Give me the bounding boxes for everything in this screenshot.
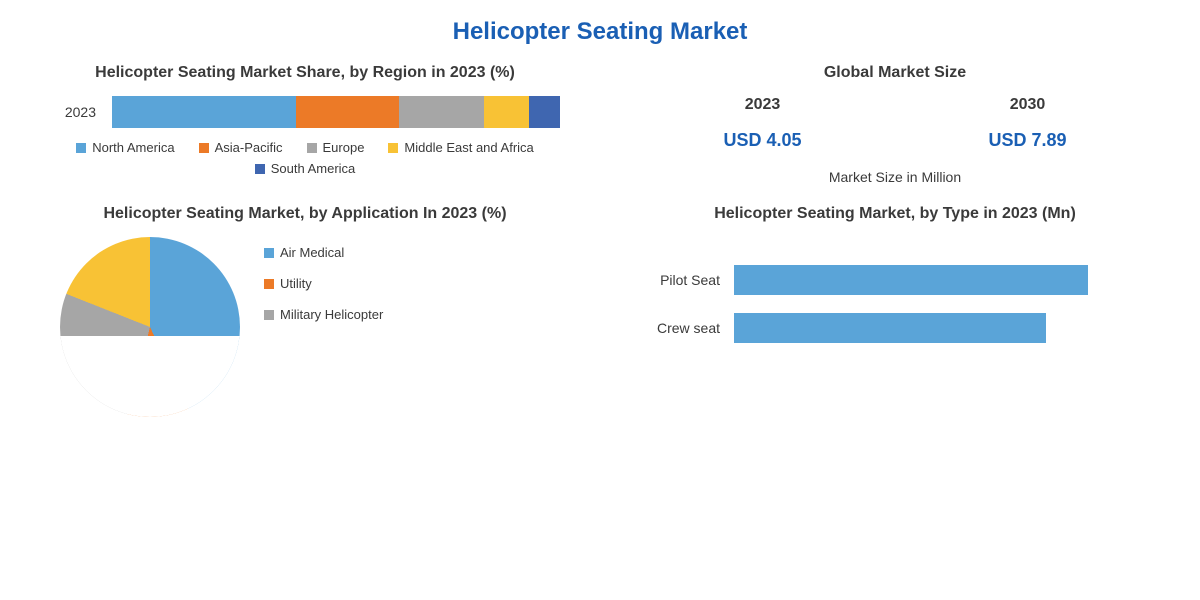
dashboard-grid: Helicopter Seating Market Share, by Regi… — [40, 64, 1160, 417]
legend-label: Europe — [323, 140, 365, 155]
legend-item: South America — [255, 161, 356, 176]
legend-swatch — [199, 143, 209, 153]
application-pie — [60, 237, 240, 417]
type-bar-label: Pilot Seat — [640, 272, 720, 288]
legend-swatch — [307, 143, 317, 153]
region-stacked-row: 2023 — [50, 96, 560, 128]
application-legend: Air Medical Utility Military Helicopter — [264, 245, 383, 322]
market-size-value1: USD 4.05 — [723, 130, 801, 151]
type-bar-fill — [734, 313, 1046, 343]
legend-item: Air Medical — [264, 245, 383, 260]
region-segment — [296, 96, 399, 128]
legend-item: North America — [76, 140, 174, 155]
legend-label: South America — [271, 161, 356, 176]
legend-item: Military Helicopter — [264, 307, 383, 322]
type-bars: Pilot Seat Crew seat — [630, 237, 1160, 343]
market-size-panel: Global Market Size 2023 2030 USD 4.05 US… — [630, 64, 1160, 185]
type-bar-row: Pilot Seat — [640, 265, 1150, 295]
region-year-label: 2023 — [50, 104, 96, 120]
legend-label: Military Helicopter — [280, 307, 383, 322]
legend-item: Utility — [264, 276, 383, 291]
application-chart-panel: Helicopter Seating Market, by Applicatio… — [40, 205, 570, 417]
legend-item: Asia-Pacific — [199, 140, 283, 155]
legend-swatch — [264, 279, 274, 289]
region-chart-panel: Helicopter Seating Market Share, by Regi… — [40, 64, 570, 185]
region-segment — [484, 96, 529, 128]
region-segment — [112, 96, 296, 128]
legend-label: Asia-Pacific — [215, 140, 283, 155]
legend-swatch — [388, 143, 398, 153]
region-legend: North America Asia-Pacific Europe Middle Ea… — [50, 140, 560, 176]
type-bar-fill — [734, 265, 1088, 295]
region-segment — [529, 96, 560, 128]
type-bar-label: Crew seat — [640, 320, 720, 336]
page-title: Helicopter Seating Market — [40, 18, 1160, 46]
market-size-year2: 2030 — [1010, 96, 1046, 114]
legend-swatch — [264, 248, 274, 258]
market-size-year1: 2023 — [745, 96, 781, 114]
region-chart-title: Helicopter Seating Market Share, by Regi… — [40, 64, 570, 82]
legend-swatch — [255, 164, 265, 174]
legend-item: Europe — [307, 140, 365, 155]
type-bar-row: Crew seat — [640, 313, 1150, 343]
legend-label: North America — [92, 140, 174, 155]
legend-label: Air Medical — [280, 245, 344, 260]
legend-swatch — [264, 310, 274, 320]
market-size-title: Global Market Size — [630, 64, 1160, 82]
market-size-caption: Market Size in Million — [630, 169, 1160, 185]
region-stacked-bar — [112, 96, 560, 128]
type-chart-title: Helicopter Seating Market, by Type in 20… — [630, 205, 1160, 223]
legend-label: Middle East and Africa — [404, 140, 533, 155]
type-bar-track — [734, 313, 1150, 343]
region-segment — [399, 96, 484, 128]
legend-item: Middle East and Africa — [388, 140, 533, 155]
type-bar-track — [734, 265, 1150, 295]
application-chart-title: Helicopter Seating Market, by Applicatio… — [40, 205, 570, 223]
legend-swatch — [76, 143, 86, 153]
legend-label: Utility — [280, 276, 312, 291]
pie-crop-mask — [60, 336, 240, 417]
type-chart-panel: Helicopter Seating Market, by Type in 20… — [630, 205, 1160, 417]
market-size-value2: USD 7.89 — [988, 130, 1066, 151]
